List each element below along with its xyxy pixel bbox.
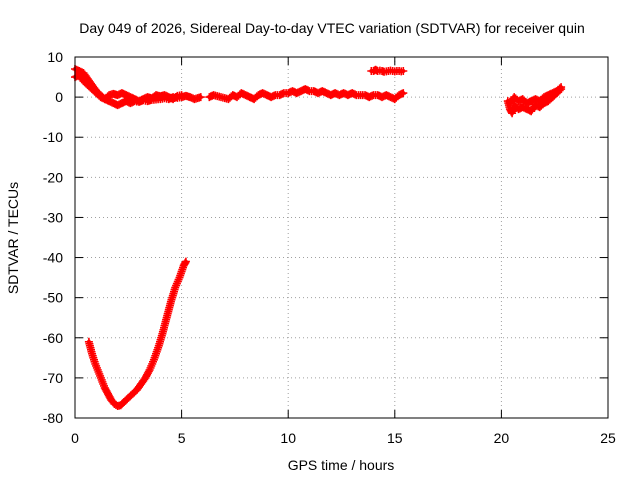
y-tick-label: -80 (43, 410, 63, 426)
data-series (71, 65, 566, 410)
x-axis-label: GPS time / hours (288, 457, 395, 473)
y-tick-label: 0 (55, 89, 63, 105)
data-point (177, 91, 186, 100)
data-point (399, 67, 408, 75)
series-satellite-track-f (505, 83, 566, 108)
data-point (555, 84, 564, 93)
data-point (196, 93, 205, 102)
chart-title: Day 049 of 2026, Sidereal Day-to-day VTE… (79, 20, 585, 36)
x-tick-label: 15 (387, 430, 403, 446)
y-tick-label: -40 (43, 250, 63, 266)
y-tick-label: -20 (43, 169, 63, 185)
series-satellite-track-b (71, 71, 186, 106)
x-tick-label: 5 (178, 430, 186, 446)
y-tick-label: 10 (47, 49, 63, 65)
plot-frame (74, 56, 609, 419)
data-point (171, 93, 180, 101)
series-satellite-track-g (84, 257, 190, 410)
data-point (557, 83, 566, 92)
y-tick-label: -10 (43, 129, 63, 145)
y-tick-label: -70 (43, 370, 63, 386)
series-satellite-track-d (367, 65, 408, 76)
series-satellite-track-c (205, 85, 408, 104)
y-tick-label: -60 (43, 330, 63, 346)
x-tick-label: 0 (71, 430, 79, 446)
data-point (399, 89, 408, 98)
x-tick-label: 10 (280, 430, 296, 446)
x-tick-label: 20 (494, 430, 510, 446)
axis-ticks: 10 0 -10 -20 -30 -40 -50 -60 -70 -80 0 5 10 15 20 25 (43, 49, 616, 446)
y-axis-label: SDTVAR / TECUs (5, 182, 21, 294)
data-point (181, 257, 190, 266)
y-tick-label: -50 (43, 290, 63, 306)
x-tick-label: 25 (600, 430, 616, 446)
y-tick-label: -30 (43, 209, 63, 225)
